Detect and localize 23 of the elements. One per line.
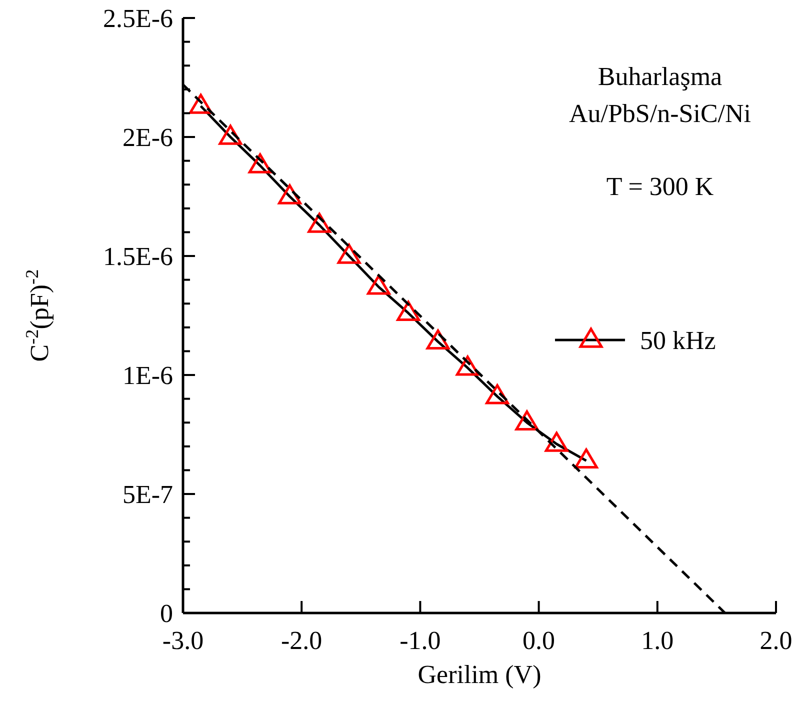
x-tick-label: -2.0 xyxy=(281,626,322,655)
x-tick-label: -3.0 xyxy=(162,626,204,655)
x-tick-label: -1.0 xyxy=(400,626,441,655)
annotation: Au/PbS/n-SiC/Ni xyxy=(568,99,752,128)
point xyxy=(544,432,568,452)
annotation: Buharlaşma xyxy=(598,62,723,91)
point xyxy=(396,300,420,321)
point xyxy=(366,274,390,295)
y-tick-label: 2E-6 xyxy=(122,123,173,152)
x-tick-label: 1.0 xyxy=(641,626,674,655)
point xyxy=(574,448,598,469)
y-tick-label: 1E-6 xyxy=(122,361,173,390)
annotation: T = 300 K xyxy=(606,172,714,201)
y-tick-label: 2.5E-6 xyxy=(102,4,173,34)
x-tick-label: 2.0 xyxy=(760,626,792,655)
x-axis-title: Gerilim (V) xyxy=(418,660,542,689)
x-tick-label: 0.0 xyxy=(522,626,556,655)
point xyxy=(515,410,539,430)
y-tick-label: 1.5E-6 xyxy=(102,242,173,272)
y-tick-label: 0 xyxy=(160,599,173,628)
legend-label: 50 kHz xyxy=(640,326,716,356)
point xyxy=(337,244,361,264)
y-tick-label: 5E-7 xyxy=(122,480,173,510)
